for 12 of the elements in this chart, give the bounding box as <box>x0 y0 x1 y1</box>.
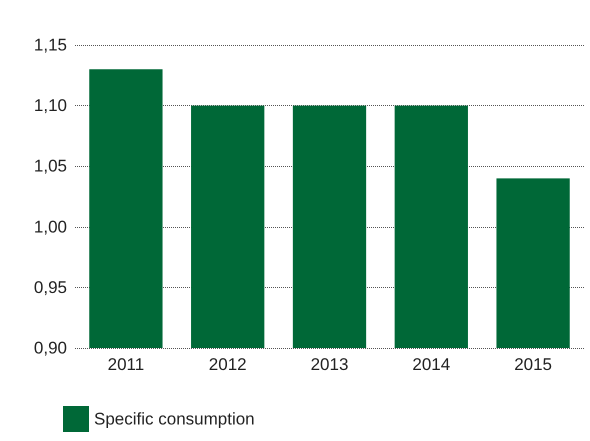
x-tick-label: 2013 <box>310 355 348 374</box>
legend-label: Specific consumption <box>94 410 255 428</box>
y-tick-label: 0,90 <box>34 338 67 358</box>
y-tick-label: 1,05 <box>34 156 67 176</box>
x-tick-label: 2014 <box>412 355 450 374</box>
x-tick-label: 2012 <box>208 355 247 374</box>
y-tick-label: 1,15 <box>34 36 67 54</box>
y-tick-label: 1,00 <box>34 217 67 236</box>
y-tick-label: 1,10 <box>34 96 67 116</box>
x-tick-label: 2015 <box>514 355 552 374</box>
x-tick-label: 2011 <box>108 355 144 374</box>
y-tick-label: 0,95 <box>34 278 67 297</box>
